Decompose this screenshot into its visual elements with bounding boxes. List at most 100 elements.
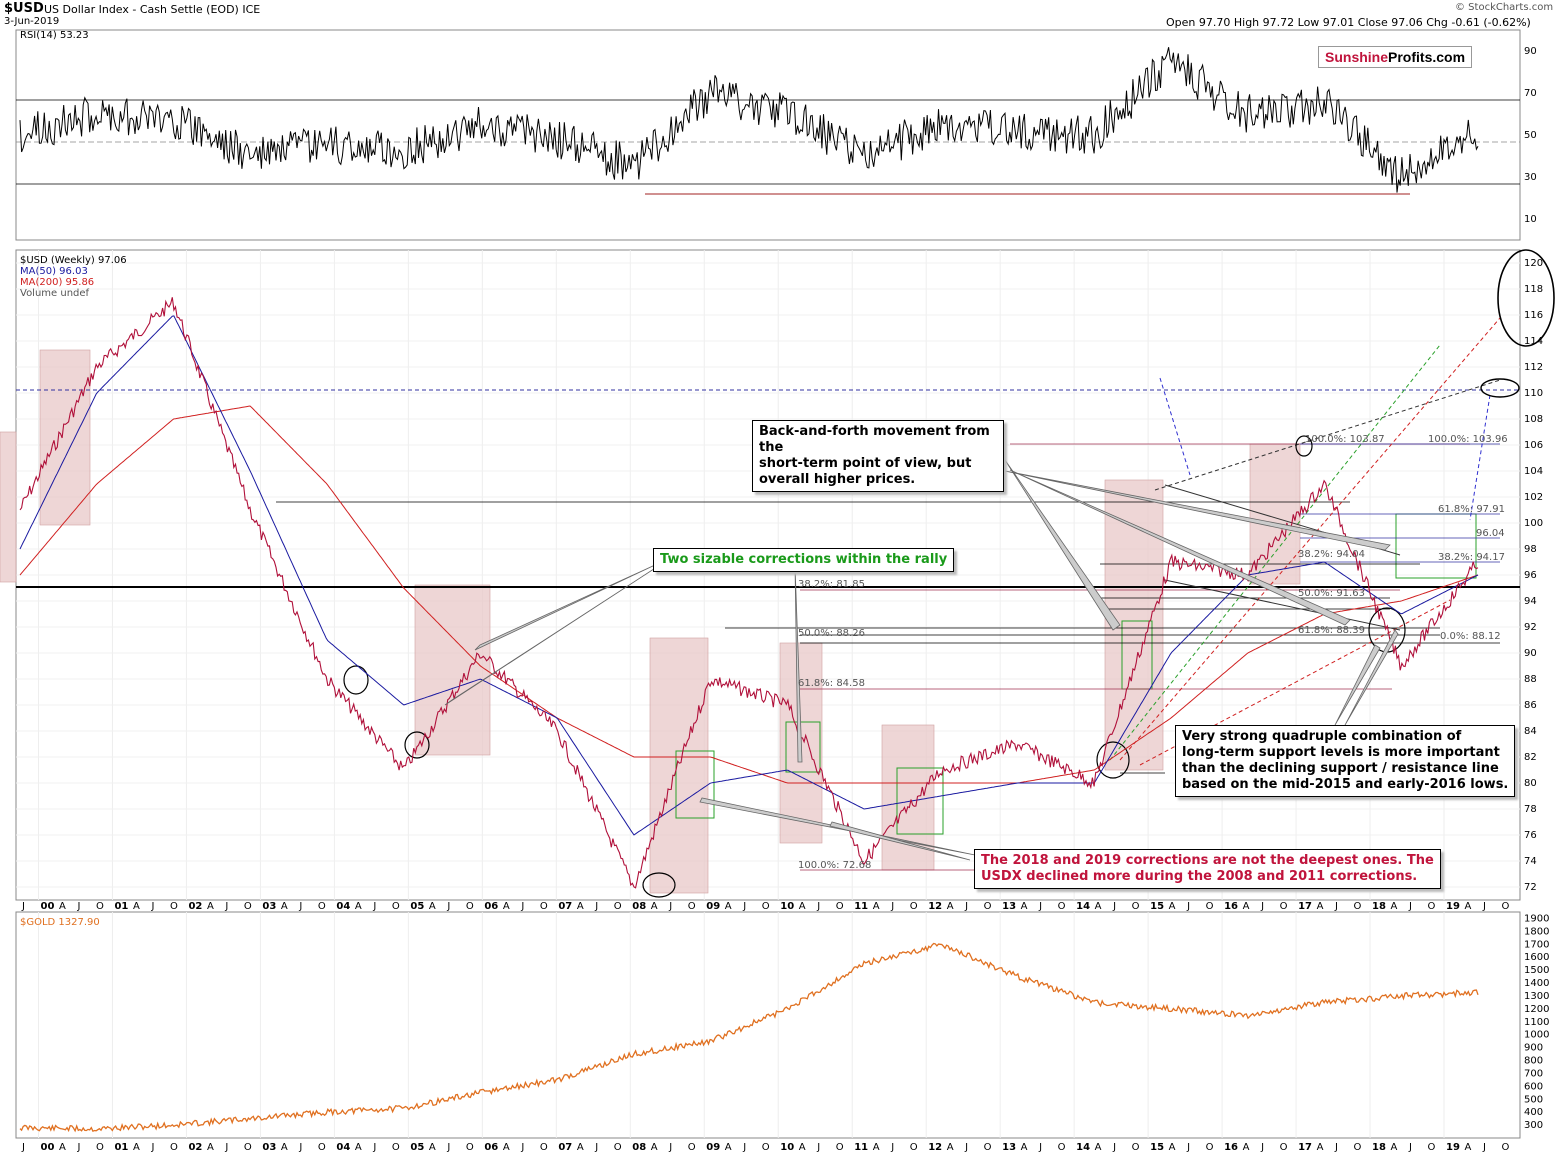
- gold-tick: 1200: [1524, 1004, 1549, 1015]
- x-tick-label: J: [1482, 901, 1486, 912]
- x-tick-label: O: [1206, 1142, 1214, 1153]
- price-tick: 90: [1524, 648, 1537, 659]
- price-tick: 120: [1524, 258, 1543, 269]
- x-tick-label: J: [816, 1142, 820, 1153]
- gold-tick: 400: [1524, 1107, 1543, 1118]
- price-tick: 100: [1524, 518, 1543, 529]
- x-tick-label: 12: [928, 901, 942, 912]
- ma200-line: [19, 405, 1479, 784]
- x-tick-label: A: [355, 901, 362, 912]
- x-tick-label: J: [1260, 901, 1264, 912]
- x-tick-label: O: [466, 1142, 474, 1153]
- x-tick-label: A: [1317, 1142, 1324, 1153]
- x-tick-label: J: [298, 901, 302, 912]
- price-tick: 94: [1524, 596, 1537, 607]
- x-tick-label: J: [816, 901, 820, 912]
- x-tick-label: 07: [558, 901, 572, 912]
- fib-label: 61.8%: 88.39: [1298, 625, 1365, 636]
- annotation-line: long-term support levels is more importa…: [1182, 745, 1500, 760]
- x-tick-label: A: [1169, 901, 1176, 912]
- price-tick: 72: [1524, 882, 1537, 893]
- x-tick-label: A: [133, 901, 140, 912]
- x-tick-label: O: [688, 1142, 696, 1153]
- x-tick-label: 14: [1076, 901, 1090, 912]
- gold-axis-ticks: 1900 1800 1700 1600 1500 1400 1300 1200 1100 1000…: [1524, 913, 1549, 1131]
- gold-tick: 1900: [1524, 913, 1549, 924]
- x-tick-label: 16: [1224, 1142, 1238, 1153]
- x-tick-label: A: [577, 1142, 584, 1153]
- x-tick-label: A: [1243, 1142, 1250, 1153]
- x-tick-label: O: [1354, 1142, 1362, 1153]
- chart-description: US Dollar Index - Cash Settle (EOD) ICE: [44, 3, 261, 16]
- x-tick-label: 07: [558, 1142, 572, 1153]
- fib-label: 38.2%: 94.17: [1438, 552, 1505, 563]
- x-tick-label: O: [1206, 901, 1214, 912]
- gold-tick: 1400: [1524, 978, 1549, 989]
- price-tick: 116: [1524, 310, 1543, 321]
- x-tick-label: O: [614, 901, 622, 912]
- x-tick-label: A: [799, 1142, 806, 1153]
- x-tick-label: J: [224, 901, 228, 912]
- x-tick-label: A: [207, 1142, 214, 1153]
- x-tick-label: A: [947, 1142, 954, 1153]
- x-tick-label: J: [668, 901, 672, 912]
- x-tick-label: A: [873, 901, 880, 912]
- legend-volume: Volume undef: [20, 288, 90, 299]
- x-tick-label: J: [372, 901, 376, 912]
- price-tick: 74: [1524, 856, 1537, 867]
- correction-shade: [1249, 443, 1301, 585]
- fib-label: 100.0%: 72.68: [798, 860, 871, 871]
- logo-part2: Profits.com: [1388, 49, 1466, 65]
- price-tick: 80: [1524, 778, 1537, 789]
- x-tick-label: O: [1058, 901, 1066, 912]
- correction-shade: [39, 349, 91, 526]
- x-tick-label: J: [1334, 901, 1338, 912]
- x-tick-label: O: [96, 1142, 104, 1153]
- gold-tick: 600: [1524, 1081, 1543, 1092]
- gold-tick: 1500: [1524, 965, 1549, 976]
- price-tick: 106: [1524, 440, 1543, 451]
- price-tick: 96: [1524, 570, 1537, 581]
- x-tick-label: 18: [1372, 1142, 1386, 1153]
- x-tick-label: 17: [1298, 1142, 1312, 1153]
- gold-tick: 1100: [1524, 1017, 1549, 1028]
- price-tick: 84: [1524, 726, 1537, 737]
- x-tick-label: J: [150, 901, 154, 912]
- logo-part1: Sunshine: [1325, 49, 1389, 65]
- x-tick-label: 03: [262, 901, 276, 912]
- correction-shades: [0, 349, 1301, 894]
- x-tick-label: 02: [188, 1142, 202, 1153]
- x-tick-label: 13: [1002, 1142, 1016, 1153]
- gold-line: [19, 942, 1479, 1133]
- x-tick-label: J: [890, 901, 894, 912]
- x-tick-label: A: [1095, 1142, 1102, 1153]
- x-tick-label: O: [1280, 901, 1288, 912]
- rsi-tick: 50: [1524, 130, 1537, 141]
- annotation-line: Back-and-forth movement from the: [759, 424, 990, 455]
- x-tick-label: J: [520, 901, 524, 912]
- trend-lines: [1109, 317, 1501, 766]
- x-tick-label: 01: [114, 1142, 128, 1153]
- x-tick-label: J: [1482, 1142, 1486, 1153]
- fib-label: 100.0%: 103.87: [1305, 434, 1385, 445]
- ma50-line: [19, 315, 1479, 836]
- gold-tick: 700: [1524, 1068, 1543, 1079]
- x-tick-label: J: [1260, 1142, 1264, 1153]
- x-tick-label: J: [298, 1142, 302, 1153]
- x-tick-label: O: [1132, 901, 1140, 912]
- x-tick-label: A: [799, 901, 806, 912]
- x-tick-label: 00: [40, 1142, 54, 1153]
- x-axis-labels-gold: J 00 A J O 01 A J O 02 A J O 03 A J O 04 A J O 05 A J O 06 A J O 07 A J…: [21, 1142, 1510, 1153]
- x-tick-label: A: [651, 1142, 658, 1153]
- x-tick-label: O: [392, 901, 400, 912]
- price-tick: 98: [1524, 544, 1537, 555]
- x-tick-label: J: [964, 1142, 968, 1153]
- x-tick-label: 19: [1446, 901, 1460, 912]
- x-tick-label: 06: [484, 1142, 498, 1153]
- x-tick-label: J: [964, 901, 968, 912]
- x-tick-label: 08: [632, 901, 646, 912]
- x-tick-label: 05: [410, 1142, 424, 1153]
- x-tick-label: O: [1428, 1142, 1436, 1153]
- gold-tick: 1300: [1524, 991, 1549, 1002]
- price-tick: 104: [1524, 466, 1543, 477]
